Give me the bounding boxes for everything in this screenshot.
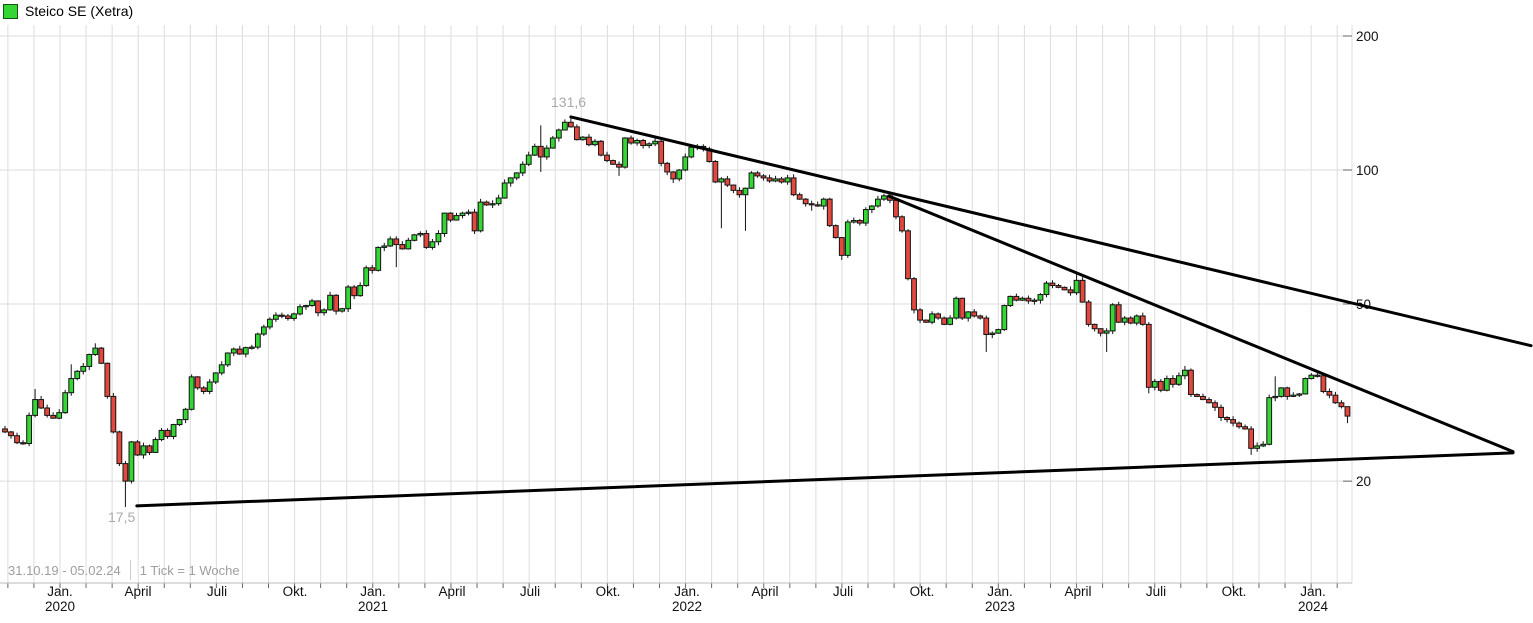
svg-text:Okt.: Okt. [910,584,935,599]
svg-text:2021: 2021 [358,599,388,614]
svg-text:Jan.: Jan. [360,584,386,599]
svg-text:Okt.: Okt. [596,584,621,599]
tick-interval-label: 1 Tick = 1 Woche [139,562,240,578]
svg-text:2020: 2020 [45,599,75,614]
svg-text:April: April [438,584,465,599]
chart-footer: 31.10.19 - 05.02.24 1 Tick = 1 Woche [8,560,240,580]
svg-text:Jan.: Jan. [987,584,1013,599]
footer-divider [129,560,131,580]
chart-legend: Steico SE (Xetra) [3,3,133,19]
svg-text:Juli: Juli [207,584,227,599]
svg-text:20: 20 [1356,474,1371,489]
high-price-annotation: 131,6 [551,94,587,110]
svg-text:April: April [124,584,151,599]
svg-text:April: April [751,584,778,599]
svg-text:2023: 2023 [985,599,1015,614]
svg-text:2022: 2022 [672,599,702,614]
svg-text:Jan.: Jan. [47,584,73,599]
svg-text:Juli: Juli [1146,584,1166,599]
instrument-title: Steico SE (Xetra) [25,3,134,19]
series-swatch-icon [3,3,18,19]
date-range-label: 31.10.19 - 05.02.24 [8,562,121,578]
svg-text:Jan.: Jan. [1300,584,1326,599]
svg-text:Jan.: Jan. [674,584,700,599]
svg-text:200: 200 [1356,29,1379,44]
low-price-annotation: 17,5 [108,509,136,525]
svg-text:Okt.: Okt. [283,584,308,599]
svg-text:Juli: Juli [520,584,540,599]
svg-text:100: 100 [1356,163,1379,178]
svg-text:April: April [1064,584,1091,599]
svg-text:Juli: Juli [833,584,853,599]
svg-text:Okt.: Okt. [1222,584,1247,599]
svg-text:2024: 2024 [1298,599,1329,614]
